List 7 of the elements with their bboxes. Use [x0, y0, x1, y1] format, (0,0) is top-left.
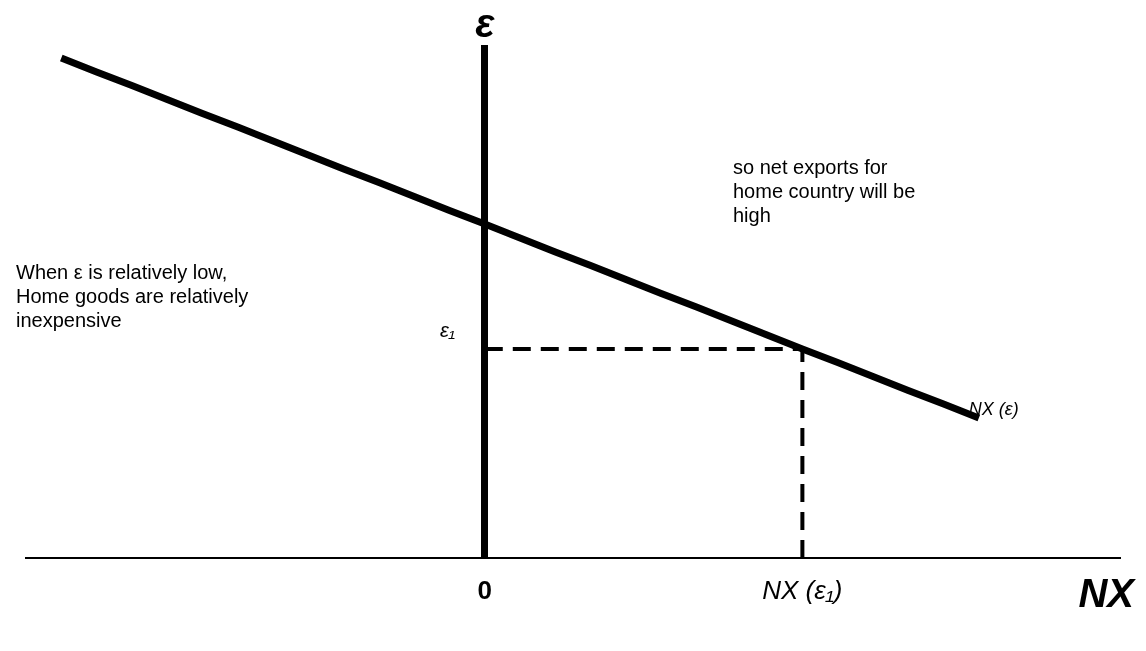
annotation: ε₁ [440, 318, 456, 342]
x-axis-title: NX [1078, 571, 1137, 616]
x-tick-label: NX (ε₁) [762, 574, 843, 605]
annotation: so net exports for home country will be high [733, 155, 917, 227]
x-tick-label: 0 [477, 574, 493, 605]
annotation: When ε is relatively low, Home goods are relatively inexpensive [16, 260, 250, 332]
y-axis-title: ε [475, 1, 496, 46]
